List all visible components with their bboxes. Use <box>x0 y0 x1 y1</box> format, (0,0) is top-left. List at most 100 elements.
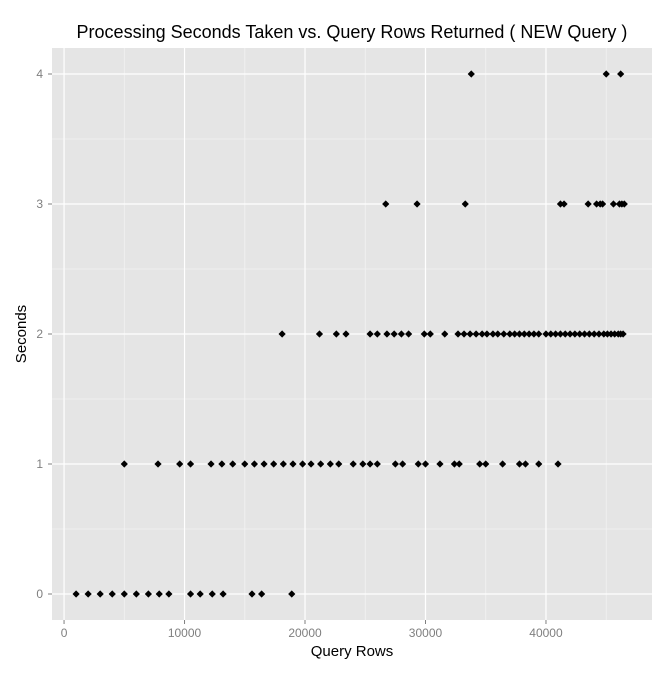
data-points <box>72 70 628 598</box>
data-point <box>288 590 296 598</box>
data-point <box>515 460 524 468</box>
x-tick-label: 20000 <box>288 626 322 640</box>
x-tick-label: 30000 <box>409 626 443 640</box>
data-point <box>373 460 381 468</box>
data-point <box>506 330 514 338</box>
data-point <box>599 200 607 208</box>
data-point <box>426 330 434 338</box>
data-point <box>466 330 474 338</box>
y-tick-label: 3 <box>36 197 43 211</box>
data-point <box>176 460 184 468</box>
data-point <box>260 460 268 468</box>
data-point <box>335 460 343 468</box>
data-point <box>611 330 619 338</box>
data-point <box>525 330 533 338</box>
data-point <box>250 460 259 468</box>
data-point <box>499 460 507 468</box>
data-point <box>609 200 618 208</box>
data-point <box>584 200 592 208</box>
data-point <box>530 330 538 338</box>
data-point <box>580 330 589 338</box>
data-point <box>520 330 528 338</box>
data-point <box>600 330 608 338</box>
data-point <box>289 460 297 468</box>
data-point <box>478 330 486 338</box>
data-point <box>489 330 497 338</box>
data-point <box>186 590 195 598</box>
data-point <box>413 200 421 208</box>
data-point <box>590 330 598 338</box>
data-point <box>165 590 173 598</box>
data-point <box>278 330 286 338</box>
data-point <box>467 70 475 78</box>
data-point <box>84 590 92 598</box>
data-point <box>154 460 162 468</box>
data-point <box>521 460 530 468</box>
data-point <box>132 590 140 598</box>
data-point <box>383 330 391 338</box>
data-point <box>603 330 612 338</box>
data-point <box>441 330 449 338</box>
y-tick-label: 0 <box>36 587 43 601</box>
data-point <box>500 330 508 338</box>
data-point <box>144 590 152 598</box>
x-tick-label: 40000 <box>529 626 563 640</box>
data-point <box>436 460 444 468</box>
data-point <box>421 460 430 468</box>
data-point <box>219 590 227 598</box>
data-point <box>460 330 468 338</box>
data-point <box>359 460 367 468</box>
data-point <box>455 460 463 468</box>
data-point <box>515 330 524 338</box>
data-point <box>373 330 381 338</box>
data-point <box>72 590 80 598</box>
y-axis-label: Seconds <box>13 305 30 363</box>
data-point <box>315 330 324 338</box>
data-point <box>120 590 128 598</box>
data-point <box>332 330 340 338</box>
y-axis-ticks: 0 1 2 3 4 <box>36 67 52 601</box>
data-point <box>542 330 550 338</box>
data-point <box>207 460 215 468</box>
data-point <box>366 460 374 468</box>
data-point <box>108 590 116 598</box>
data-point <box>450 460 459 468</box>
data-point <box>208 590 216 598</box>
data-point <box>566 330 574 338</box>
data-point <box>561 330 569 338</box>
data-point <box>556 330 565 338</box>
data-point <box>607 330 615 338</box>
data-point <box>342 330 350 338</box>
data-point <box>307 460 315 468</box>
y-tick-label: 2 <box>36 327 43 341</box>
data-point <box>592 200 601 208</box>
x-tick-label: 0 <box>61 626 68 640</box>
y-tick-label: 4 <box>36 67 43 81</box>
x-axis-ticks: 0 10000 20000 30000 40000 <box>61 620 563 640</box>
chart-title: Processing Seconds Taken vs. Query Rows … <box>77 22 628 42</box>
data-point <box>248 590 256 598</box>
data-point <box>279 460 287 468</box>
data-point <box>472 330 480 338</box>
data-point <box>258 590 266 598</box>
data-point <box>454 330 462 338</box>
data-point <box>186 460 195 468</box>
data-point <box>476 460 484 468</box>
data-point <box>399 460 407 468</box>
data-point <box>552 330 560 338</box>
data-point <box>270 460 278 468</box>
data-point <box>511 330 519 338</box>
data-point <box>229 460 237 468</box>
data-point <box>535 460 543 468</box>
data-point <box>196 590 204 598</box>
x-axis-label: Query Rows <box>311 643 394 660</box>
data-point <box>241 460 249 468</box>
data-point <box>483 330 491 338</box>
data-point <box>390 330 398 338</box>
data-point <box>299 460 307 468</box>
data-point <box>218 460 226 468</box>
data-point <box>155 590 163 598</box>
data-point <box>620 200 628 208</box>
